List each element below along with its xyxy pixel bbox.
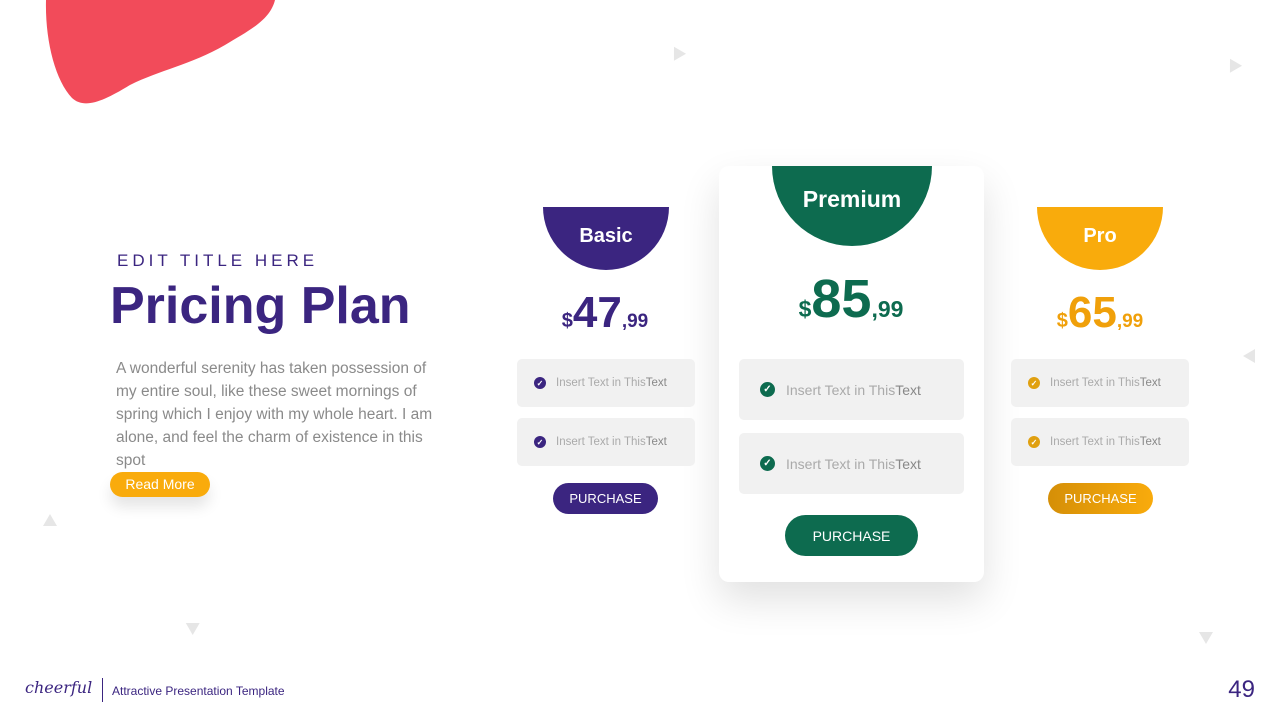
- price-amount: 85: [811, 269, 872, 329]
- plan-header-basic: Basic: [543, 207, 669, 270]
- feature-item: ✓ Insert Text in This Text: [517, 359, 695, 407]
- read-more-button[interactable]: Read More: [110, 472, 210, 497]
- decorative-triangle: [43, 514, 57, 526]
- decorative-triangle: [1243, 349, 1255, 363]
- check-icon: ✓: [1028, 377, 1040, 389]
- purchase-button-pro[interactable]: PURCHASE: [1048, 483, 1153, 514]
- brand-logo: cheerful: [25, 678, 93, 697]
- price-amount: 65: [1067, 288, 1117, 337]
- purchase-button-basic[interactable]: PURCHASE: [553, 483, 658, 514]
- price-cents: ,99: [1116, 311, 1144, 332]
- decorative-triangle: [1199, 632, 1213, 644]
- currency: $: [561, 310, 573, 332]
- decorative-triangle: [182, 616, 200, 636]
- feature-text-bold: Text: [895, 455, 921, 472]
- feature-text: Insert Text in This: [1050, 436, 1140, 448]
- decorative-blob: [45, 0, 275, 104]
- feature-text-bold: Text: [1139, 436, 1161, 448]
- decorative-triangle: [667, 43, 687, 61]
- check-icon: ✓: [534, 436, 546, 448]
- purchase-button-premium[interactable]: PURCHASE: [785, 515, 918, 556]
- plan-price-pro: $65,99: [1000, 288, 1200, 338]
- price-cents: ,99: [621, 311, 649, 332]
- check-icon: ✓: [534, 377, 546, 389]
- price-amount: 47: [572, 288, 622, 337]
- plan-header-pro: Pro: [1037, 207, 1163, 270]
- check-icon: ✓: [1028, 436, 1040, 448]
- feature-item: ✓ Insert Text in This Text: [517, 418, 695, 466]
- feature-text: Insert Text in This: [786, 381, 896, 398]
- feature-item: ✓ Insert Text in This Text: [1011, 359, 1189, 407]
- feature-text-bold: Text: [1139, 377, 1161, 389]
- decorative-triangle: [1223, 55, 1243, 73]
- page-title: Pricing Plan: [110, 277, 411, 335]
- feature-text: Insert Text in This: [556, 377, 646, 389]
- description-text: A wonderful serenity has taken possessio…: [116, 360, 433, 469]
- price-cents: ,99: [871, 296, 904, 322]
- feature-text-bold: Text: [895, 381, 921, 398]
- feature-text-bold: Text: [645, 436, 667, 448]
- page-number: 49: [1228, 676, 1255, 703]
- feature-text: Insert Text in This: [1050, 377, 1140, 389]
- check-icon: ✓: [760, 456, 775, 471]
- plan-price-basic: $47,99: [505, 288, 705, 338]
- section-subtitle: EDIT TITLE HERE: [117, 251, 319, 270]
- feature-text: Insert Text in This: [786, 455, 896, 472]
- feature-text: Insert Text in This: [556, 436, 646, 448]
- plan-price-premium: $85,99: [751, 268, 951, 330]
- currency: $: [798, 296, 812, 322]
- footer-divider: [102, 678, 103, 702]
- feature-item: ✓ Insert Text in This Text: [739, 433, 964, 494]
- currency: $: [1056, 310, 1068, 332]
- feature-item: ✓ Insert Text in This Text: [1011, 418, 1189, 466]
- feature-text-bold: Text: [645, 377, 667, 389]
- footer-tagline: Attractive Presentation Template: [112, 684, 285, 698]
- feature-item: ✓ Insert Text in This Text: [739, 359, 964, 420]
- check-icon: ✓: [760, 382, 775, 397]
